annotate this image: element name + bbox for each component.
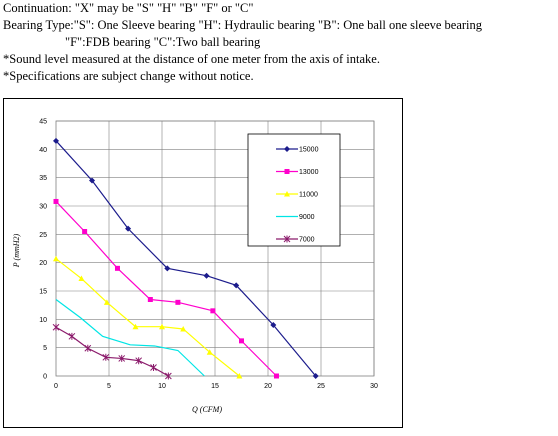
series-point-7000 — [102, 353, 110, 361]
legend-marker-7000 — [283, 235, 291, 243]
y-tick-label: 30 — [39, 204, 47, 211]
series-point-11000 — [53, 255, 59, 262]
y-tick-label: 15 — [39, 289, 47, 296]
series-point-7000 — [165, 372, 172, 380]
y-tick-label: 35 — [39, 175, 47, 182]
x-tick-label: 25 — [317, 383, 325, 390]
series-point-7000 — [68, 332, 76, 340]
y-tick-label: 20 — [39, 260, 47, 267]
y-tick-label: 40 — [39, 147, 47, 154]
series-point-15000 — [125, 225, 132, 232]
series-point-15000 — [233, 282, 240, 289]
legend-marker-11000 — [284, 191, 290, 197]
y-tick-label: 45 — [39, 119, 47, 126]
series-point-11000 — [78, 275, 85, 282]
pq-curve-chart: 0 5 10 15 20 25 30 35 40 45 0 5 10 15 20 25 30 Q (CFM) P (… — [12, 119, 378, 415]
series-point-15000 — [164, 265, 171, 272]
series-point-7000 — [84, 344, 92, 352]
series-point-13000 — [147, 297, 153, 302]
series-point-15000 — [312, 373, 319, 379]
y-tick-label: 5 — [43, 345, 47, 352]
x-axis-title: Q (CFM) — [192, 405, 222, 414]
spec-change-note: *Specifications are subject change witho… — [3, 69, 254, 83]
series-point-13000 — [53, 198, 59, 204]
series-point-15000 — [89, 177, 96, 184]
y-axis-title: P (mmH2) — [12, 233, 21, 268]
legend-label-9000: 9000 — [299, 214, 315, 221]
x-tick-label: 20 — [264, 383, 272, 390]
series-point-15000 — [270, 322, 277, 328]
x-tick-label: 15 — [211, 383, 219, 390]
legend-label-13000: 13000 — [299, 169, 319, 176]
series-point-13000 — [82, 229, 88, 234]
x-tick-label: 0 — [54, 383, 58, 390]
series-line-11000 — [55, 258, 240, 377]
series-point-7000 — [150, 364, 157, 371]
legend-marker-15000 — [284, 146, 290, 152]
spec-notes: Continuation: "X" may be "S" "H" "B" "F"… — [3, 0, 558, 85]
continuation-note: Continuation: "X" may be "S" "H" "B" "F"… — [3, 1, 254, 15]
series-point-11000 — [180, 325, 187, 332]
legend-box — [247, 133, 341, 247]
series-point-15000 — [203, 272, 210, 279]
series-point-11000 — [236, 373, 243, 379]
x-tick-label: 5 — [107, 383, 111, 390]
series-point-7000 — [118, 354, 126, 362]
legend-label-7000: 7000 — [299, 237, 315, 244]
series-point-11000 — [159, 323, 165, 330]
series-point-7000 — [135, 357, 143, 365]
y-tick-label: 10 — [39, 317, 47, 324]
x-tick-label: 30 — [370, 383, 378, 390]
y-tick-label: 0 — [43, 374, 47, 381]
series-point-7000 — [52, 323, 60, 331]
legend-marker-13000 — [284, 169, 290, 174]
series-point-11000 — [206, 349, 213, 355]
legend-label-11000: 11000 — [299, 192, 318, 199]
series-point-13000 — [114, 265, 120, 271]
x-tick-label: 10 — [158, 383, 166, 390]
bearing-type-note-cont: "F":FDB bearing "C":Two ball bearing — [65, 35, 261, 49]
series-point-11000 — [103, 299, 110, 305]
series-line-13000 — [55, 201, 277, 377]
bearing-type-note: Bearing Type:"S": One Sleeve bearing "H"… — [3, 18, 483, 32]
series-point-13000 — [175, 299, 181, 305]
series-point-13000 — [239, 338, 244, 344]
series-line-15000 — [55, 140, 317, 377]
series-point-11000 — [132, 323, 139, 330]
series-point-13000 — [273, 373, 279, 379]
series-point-15000 — [53, 137, 59, 144]
series-line-9000 — [55, 299, 205, 377]
series-point-13000 — [210, 308, 216, 314]
sound-level-note: *Sound level measured at the distance of… — [3, 52, 380, 66]
legend-label-15000: 15000 — [299, 147, 319, 154]
y-tick-label: 25 — [39, 232, 47, 239]
chart-frame: 0 5 10 15 20 25 30 35 40 45 0 5 10 15 20 25 30 Q (CFM) P (… — [3, 98, 403, 428]
